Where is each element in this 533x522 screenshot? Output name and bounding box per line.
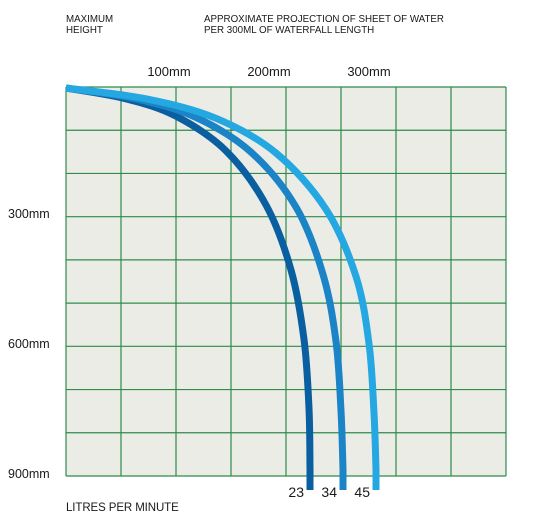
chart-title-line1: APPROXIMATE PROJECTION OF SHEET OF WATER [204,13,444,25]
y-axis-title-line1: MAXIMUM [66,13,114,25]
y-tick-label: 600mm [8,337,50,351]
series-label-34: 34 [321,484,337,500]
y-tick-label: 900mm [8,467,50,481]
chart-title-line2: PER 300ML OF WATERFALL LENGTH [204,24,375,36]
x-tick-label: 100mm [147,64,190,79]
x-tick-label: 200mm [247,64,290,79]
series-label-23: 23 [288,484,304,500]
y-axis-title-line2: HEIGHT [66,24,103,36]
series-line-45 [65,84,380,490]
series-label-45: 45 [354,484,370,500]
footer-litres-per-minute: LITRES PER MINUTE [66,502,179,514]
y-tick-label: 300mm [8,207,50,221]
x-tick-label: 300mm [347,64,390,79]
